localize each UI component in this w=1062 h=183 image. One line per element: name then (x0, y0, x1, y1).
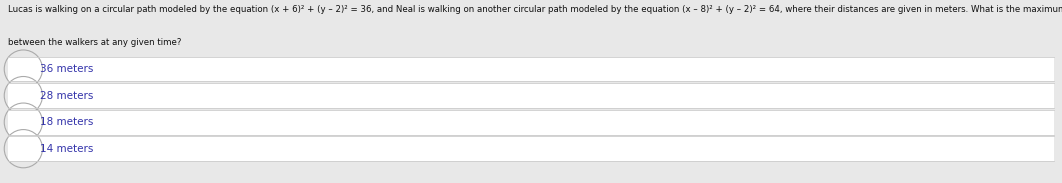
Text: Lucas is walking on a circular path modeled by the equation (x + 6)² + (y – 2)² : Lucas is walking on a circular path mode… (8, 5, 1062, 14)
Text: 18 meters: 18 meters (40, 117, 93, 127)
Text: 28 meters: 28 meters (40, 91, 93, 101)
FancyBboxPatch shape (8, 136, 1054, 161)
Text: 36 meters: 36 meters (40, 64, 93, 74)
FancyBboxPatch shape (8, 83, 1054, 108)
FancyBboxPatch shape (8, 57, 1054, 81)
Text: 14 meters: 14 meters (40, 144, 93, 154)
FancyBboxPatch shape (8, 110, 1054, 135)
Text: between the walkers at any given time?: between the walkers at any given time? (8, 38, 182, 47)
